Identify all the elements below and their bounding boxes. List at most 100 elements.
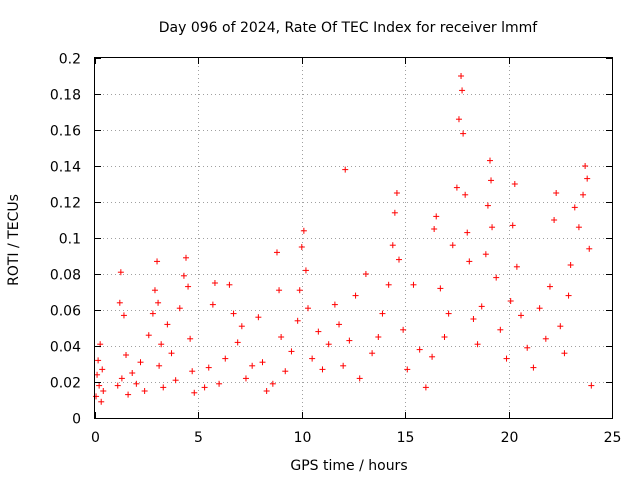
data-point bbox=[482, 251, 489, 258]
data-point bbox=[118, 375, 125, 382]
data-point bbox=[99, 366, 106, 373]
data-point bbox=[187, 335, 194, 342]
data-point bbox=[288, 348, 295, 355]
data-point bbox=[125, 391, 132, 398]
chart-title: Day 096 of 2024, Rate Of TEC Index for r… bbox=[159, 20, 539, 36]
data-point bbox=[255, 314, 262, 321]
data-point bbox=[524, 344, 531, 351]
data-point bbox=[393, 190, 400, 196]
data-point bbox=[276, 287, 283, 294]
y-tick-label: 0.04 bbox=[50, 340, 81, 356]
data-point bbox=[222, 355, 229, 362]
x-tick-label: 20 bbox=[501, 430, 519, 446]
y-tick-label: 0.2 bbox=[59, 52, 81, 68]
data-point bbox=[95, 357, 102, 364]
data-point bbox=[441, 334, 448, 340]
data-point bbox=[160, 384, 167, 391]
data-point bbox=[226, 281, 233, 288]
x-tick-label: 10 bbox=[294, 430, 312, 446]
data-point bbox=[488, 177, 495, 184]
data-point bbox=[100, 388, 107, 394]
data-point bbox=[273, 249, 280, 256]
data-point bbox=[464, 229, 471, 236]
data-point bbox=[211, 280, 218, 286]
data-point bbox=[369, 350, 376, 357]
data-point bbox=[530, 364, 537, 371]
data-point bbox=[503, 355, 510, 362]
data-point bbox=[263, 388, 270, 394]
data-point bbox=[201, 384, 208, 391]
data-point bbox=[474, 341, 481, 348]
y-tick-label: 0.02 bbox=[50, 376, 81, 392]
data-point bbox=[182, 254, 189, 261]
data-point bbox=[158, 341, 165, 348]
data-point bbox=[493, 274, 500, 281]
data-point bbox=[145, 332, 152, 339]
data-point bbox=[340, 362, 347, 369]
data-point bbox=[234, 339, 241, 346]
data-point bbox=[352, 292, 359, 299]
data-point bbox=[395, 256, 402, 263]
y-tick-label: 0.14 bbox=[50, 160, 81, 176]
x-tick-label: 0 bbox=[91, 430, 100, 446]
y-tick-label: 0 bbox=[72, 412, 81, 428]
data-point bbox=[154, 258, 161, 265]
y-tick-label: 0.16 bbox=[50, 124, 81, 140]
data-point bbox=[513, 263, 520, 270]
data-point bbox=[486, 157, 493, 164]
data-point bbox=[191, 389, 198, 396]
data-point bbox=[305, 305, 312, 312]
data-point bbox=[294, 317, 301, 324]
data-point bbox=[133, 380, 140, 387]
data-point bbox=[331, 301, 338, 308]
data-point bbox=[114, 382, 121, 389]
data-point bbox=[561, 350, 568, 357]
data-point bbox=[557, 323, 564, 330]
data-point bbox=[379, 310, 386, 317]
data-point bbox=[315, 328, 322, 335]
data-point bbox=[149, 310, 156, 317]
data-point bbox=[356, 375, 363, 382]
data-point bbox=[437, 285, 444, 292]
data-point bbox=[470, 316, 477, 322]
data-point bbox=[168, 350, 175, 357]
x-axis-label: GPS time / hours bbox=[290, 458, 407, 474]
data-point bbox=[484, 202, 491, 209]
data-point bbox=[300, 227, 307, 234]
data-point bbox=[259, 359, 266, 366]
data-point bbox=[551, 217, 558, 223]
data-point bbox=[588, 382, 595, 389]
data-point bbox=[137, 359, 144, 366]
data-point bbox=[553, 190, 560, 196]
data-point bbox=[389, 242, 396, 249]
y-tick-label: 0.08 bbox=[50, 268, 81, 284]
y-axis-label: ROTI / TECUs bbox=[6, 194, 22, 286]
data-points bbox=[93, 73, 595, 405]
data-point bbox=[242, 375, 249, 382]
data-point bbox=[164, 321, 171, 328]
data-point bbox=[336, 321, 343, 328]
data-point bbox=[120, 312, 127, 319]
y-tick-label: 0.18 bbox=[50, 88, 81, 104]
data-point bbox=[536, 305, 543, 312]
data-point bbox=[129, 370, 136, 376]
data-point bbox=[466, 258, 473, 265]
data-point bbox=[460, 130, 467, 137]
y-tick-label: 0.12 bbox=[50, 196, 81, 212]
y-tick-label: 0.1 bbox=[59, 232, 81, 248]
data-point bbox=[98, 398, 105, 405]
data-point bbox=[449, 242, 456, 249]
data-point bbox=[269, 380, 276, 387]
x-tick-label: 25 bbox=[604, 430, 622, 446]
data-point bbox=[117, 269, 124, 276]
data-point bbox=[404, 366, 411, 373]
data-point bbox=[216, 380, 223, 387]
data-point bbox=[123, 352, 130, 358]
data-point bbox=[580, 191, 587, 198]
data-point bbox=[249, 362, 256, 369]
data-point bbox=[433, 213, 440, 220]
data-point bbox=[141, 388, 148, 394]
axis-ticks: 0 5 10 15 20 25 0 0.02 0.04 0.06 0.08 0.1 0.12 0.14 0.… bbox=[50, 52, 622, 447]
data-point bbox=[230, 310, 237, 317]
data-point bbox=[445, 310, 452, 317]
